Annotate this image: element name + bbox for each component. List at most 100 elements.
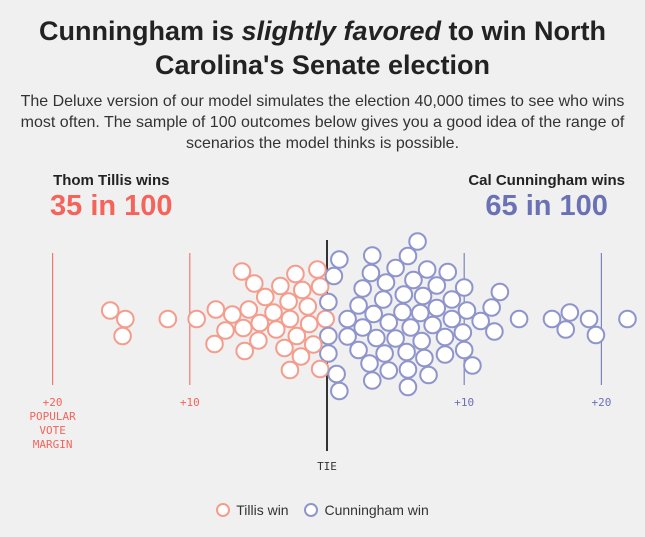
tillis-outcome-dot: [271, 276, 290, 296]
cunningham-outcome-dot: [362, 246, 382, 265]
tillis-outcome-dot: [234, 318, 253, 338]
tillis-outcome-dot: [280, 309, 300, 329]
cunningham-outcome-dot: [319, 344, 338, 363]
title-emphasis: slightly favored: [241, 16, 442, 46]
tick-label: +10: [180, 396, 200, 409]
tillis-outcome-dot: [250, 313, 270, 333]
tillis-outcome-dot: [266, 320, 286, 339]
legend-item-cunningham: Cunningham win: [304, 502, 429, 518]
subtitle: The Deluxe version of our model simulate…: [20, 93, 625, 152]
tillis-outcome-dot: [216, 321, 235, 340]
axis-label: POPULAR: [29, 410, 76, 423]
tillis-outcome-dot: [235, 341, 254, 361]
cunningham-outcome-dot: [319, 326, 338, 346]
cunningham-outcome-dot: [457, 301, 477, 320]
legend-label: Cunningham win: [324, 502, 429, 518]
cunningham-outcome-dot: [482, 298, 501, 317]
tillis-outcome-dot: [293, 280, 312, 300]
tillis-outcome-dot: [187, 309, 206, 329]
tillis-outcome-dot: [100, 301, 120, 320]
cunningham-outcome-dot: [454, 278, 474, 297]
tillis-outcome-dot: [279, 292, 298, 311]
tillis-outcome-dot: [206, 300, 226, 319]
cunningham-outcome-dot: [471, 311, 490, 331]
cunningham-outcome-dot: [404, 270, 423, 290]
cunningham-outcome-dot: [560, 303, 580, 322]
tillis-label: Thom Tillis wins: [53, 172, 170, 189]
tillis-outcome-dot: [287, 326, 307, 346]
cunningham-outcome-dot: [367, 328, 386, 348]
cunningham-outcome-dot: [379, 313, 399, 332]
tillis-outcome-dot: [223, 305, 242, 324]
tick-label: +10: [454, 396, 474, 409]
tillis-outcome-dot: [291, 347, 311, 366]
tillis-circle-icon: [216, 503, 231, 517]
cunningham-outcome-dot: [435, 345, 455, 364]
legend: Tillis win Cunningham win: [0, 502, 645, 518]
title-text-end: to win North Carolina's Senate election: [154, 16, 606, 80]
axis-label: VOTE: [39, 424, 66, 437]
cunningham-outcome-dot: [438, 262, 458, 282]
cunningham-outcome-dot: [375, 344, 394, 363]
tick-label: +20: [43, 396, 63, 409]
cunningham-outcome-dot: [319, 292, 338, 312]
tie-label: TIE: [317, 460, 337, 473]
cunningham-outcome-dot: [361, 263, 381, 283]
cunningham-outcome-dot: [419, 365, 438, 385]
cunningham-outcome-dot: [327, 364, 346, 384]
tillis-outcome-dot: [308, 260, 327, 279]
cunningham-outcome-dot: [373, 290, 393, 309]
tillis-outcome-dot: [298, 297, 318, 316]
tillis-outcome-dot: [303, 335, 323, 354]
tillis-outcome-dot: [158, 309, 178, 329]
legend-item-tillis: Tillis win: [216, 502, 289, 518]
cunningham-outcome-dot: [618, 309, 637, 329]
cunningham-outcome-dot: [509, 309, 529, 329]
cunningham-outcome-dot: [362, 371, 382, 390]
cunningham-outcome-dot: [398, 360, 418, 379]
cunningham-outcome-dot: [330, 250, 349, 269]
cunningham-outcome-dot: [579, 309, 599, 329]
tillis-outcome-dot: [310, 359, 330, 379]
cunningham-outcome-dot: [393, 302, 412, 322]
cunningham-outcome-dot: [349, 296, 368, 315]
legend-label: Tillis win: [236, 502, 289, 518]
cunningham-outcome-dot: [376, 273, 396, 292]
cunningham-outcome-dot: [490, 282, 510, 302]
tillis-outcome-dot: [275, 338, 294, 358]
cunningham-outcome-dot: [454, 340, 474, 360]
tillis-count: 35 in 100: [50, 190, 173, 222]
tillis-outcome-dot: [280, 360, 300, 380]
tillis-outcome-dot: [264, 303, 283, 322]
cunningham-outcome-dot: [360, 354, 379, 373]
cunningham-label: Cal Cunningham wins: [468, 172, 625, 189]
tillis-outcome-dot: [316, 309, 335, 329]
cunningham-outcome-dot: [412, 331, 431, 351]
cunningham-outcome-dot: [415, 348, 434, 368]
cunningham-outcome-dot: [379, 361, 399, 380]
tillis-outcome-dot: [255, 287, 275, 307]
tillis-outcome-dot: [299, 314, 319, 334]
tillis-outcome-dot: [205, 334, 224, 354]
cunningham-outcome-dot: [394, 285, 414, 304]
cunningham-outcome-dot: [397, 342, 416, 362]
cunningham-outcome-dot: [401, 318, 420, 337]
cunningham-outcome-dot: [398, 246, 418, 266]
axis-label: MARGIN: [33, 438, 73, 451]
cunningham-outcome-dot: [556, 320, 576, 339]
cunningham-outcome-dot: [427, 276, 447, 295]
cunningham-outcome-dot: [349, 340, 368, 360]
cunningham-outcome-dot: [542, 309, 562, 329]
cunningham-circle-icon: [304, 503, 319, 517]
cunningham-outcome-dot: [330, 381, 349, 401]
cunningham-outcome-dot: [386, 329, 405, 348]
cunningham-outcome-dot: [324, 266, 344, 286]
cunningham-outcome-dot: [386, 258, 405, 278]
cunningham-outcome-dot: [408, 232, 427, 251]
tillis-outcome-dot: [286, 264, 305, 284]
cunningham-outcome-dot: [435, 327, 455, 347]
cunningham-outcome-dot: [413, 286, 433, 306]
tillis-outcome-dot: [232, 262, 252, 281]
